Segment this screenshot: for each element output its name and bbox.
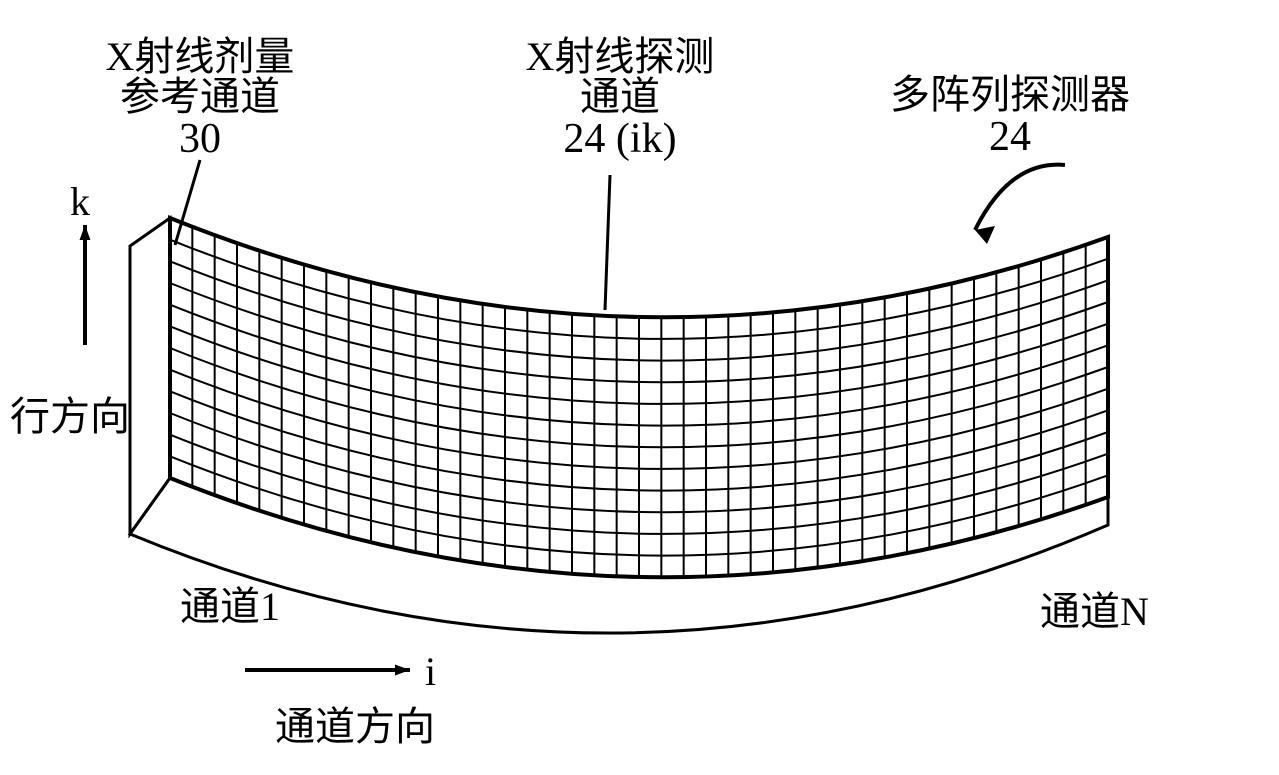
axis-i-arrow-head xyxy=(395,665,410,676)
detect-channel-label: X射线探测 xyxy=(526,34,715,79)
channel-direction-label: 通道方向 xyxy=(275,704,435,749)
channel-n-label: 通道N xyxy=(1040,589,1149,634)
multiarray-leader xyxy=(975,165,1065,230)
ref-channel-label: X射线剂量 xyxy=(106,34,295,79)
detect-leader xyxy=(605,175,610,310)
channel-1-label: 通道1 xyxy=(180,584,280,629)
detect-channel-label: 通道 xyxy=(580,74,660,119)
axis-k-arrow-head xyxy=(80,225,91,240)
axis-k-label: k xyxy=(70,179,90,224)
detect-channel-num: 24 (ik) xyxy=(563,116,676,162)
multiarray-label: 多阵列探测器 xyxy=(890,72,1130,117)
axis-i-label: i xyxy=(425,649,436,694)
ref-channel-label: 参考通道 xyxy=(120,74,280,119)
multiarray-num: 24 xyxy=(989,114,1031,160)
ref-channel-num: 30 xyxy=(179,116,221,162)
multiarray-leader-arrowhead xyxy=(975,226,995,244)
row-direction-label: 行方向 xyxy=(10,394,130,439)
